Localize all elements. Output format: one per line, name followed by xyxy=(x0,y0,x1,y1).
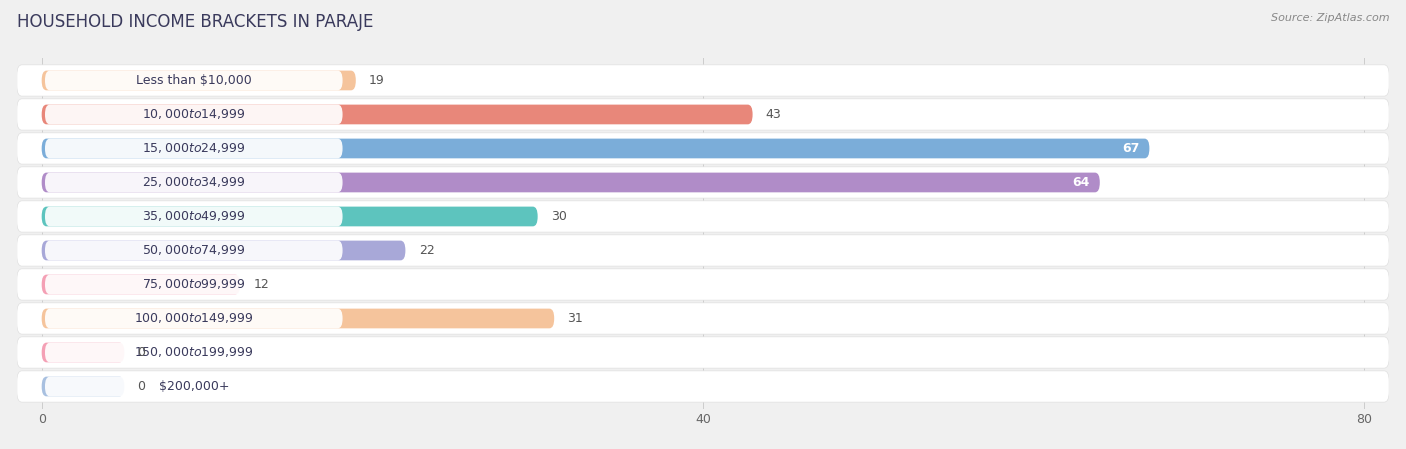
Text: 67: 67 xyxy=(1122,142,1139,155)
Text: $25,000 to $34,999: $25,000 to $34,999 xyxy=(142,176,246,189)
Text: 43: 43 xyxy=(766,108,782,121)
Text: $15,000 to $24,999: $15,000 to $24,999 xyxy=(142,141,246,155)
FancyBboxPatch shape xyxy=(45,377,343,396)
Text: 12: 12 xyxy=(253,278,269,291)
FancyBboxPatch shape xyxy=(45,172,343,192)
FancyBboxPatch shape xyxy=(45,241,343,260)
FancyBboxPatch shape xyxy=(45,70,343,90)
FancyBboxPatch shape xyxy=(17,99,1389,130)
FancyBboxPatch shape xyxy=(17,371,1389,402)
FancyBboxPatch shape xyxy=(45,139,343,158)
Text: 0: 0 xyxy=(138,380,146,393)
Text: $100,000 to $149,999: $100,000 to $149,999 xyxy=(134,312,253,326)
FancyBboxPatch shape xyxy=(42,207,537,226)
FancyBboxPatch shape xyxy=(42,139,1149,158)
FancyBboxPatch shape xyxy=(45,105,343,124)
Text: 22: 22 xyxy=(419,244,434,257)
FancyBboxPatch shape xyxy=(45,207,343,226)
Text: $35,000 to $49,999: $35,000 to $49,999 xyxy=(142,210,246,224)
FancyBboxPatch shape xyxy=(17,303,1389,334)
Text: $75,000 to $99,999: $75,000 to $99,999 xyxy=(142,277,246,291)
FancyBboxPatch shape xyxy=(17,337,1389,368)
Text: Source: ZipAtlas.com: Source: ZipAtlas.com xyxy=(1271,13,1389,23)
Text: $10,000 to $14,999: $10,000 to $14,999 xyxy=(142,107,246,122)
FancyBboxPatch shape xyxy=(42,343,124,362)
FancyBboxPatch shape xyxy=(42,105,752,124)
FancyBboxPatch shape xyxy=(42,172,1099,192)
Text: 31: 31 xyxy=(568,312,583,325)
FancyBboxPatch shape xyxy=(17,201,1389,232)
FancyBboxPatch shape xyxy=(42,241,405,260)
FancyBboxPatch shape xyxy=(45,308,343,328)
Text: Less than $10,000: Less than $10,000 xyxy=(136,74,252,87)
Text: $50,000 to $74,999: $50,000 to $74,999 xyxy=(142,243,246,257)
FancyBboxPatch shape xyxy=(17,65,1389,96)
Text: HOUSEHOLD INCOME BRACKETS IN PARAJE: HOUSEHOLD INCOME BRACKETS IN PARAJE xyxy=(17,13,373,31)
FancyBboxPatch shape xyxy=(42,377,124,396)
FancyBboxPatch shape xyxy=(17,269,1389,300)
FancyBboxPatch shape xyxy=(17,167,1389,198)
FancyBboxPatch shape xyxy=(42,275,240,295)
Text: 19: 19 xyxy=(368,74,385,87)
FancyBboxPatch shape xyxy=(17,133,1389,164)
Text: $200,000+: $200,000+ xyxy=(159,380,229,393)
FancyBboxPatch shape xyxy=(17,235,1389,266)
Text: 30: 30 xyxy=(551,210,567,223)
FancyBboxPatch shape xyxy=(45,343,343,362)
Text: 0: 0 xyxy=(138,346,146,359)
FancyBboxPatch shape xyxy=(42,308,554,328)
FancyBboxPatch shape xyxy=(45,275,343,295)
Text: $150,000 to $199,999: $150,000 to $199,999 xyxy=(134,345,253,360)
Text: 64: 64 xyxy=(1073,176,1090,189)
FancyBboxPatch shape xyxy=(42,70,356,90)
